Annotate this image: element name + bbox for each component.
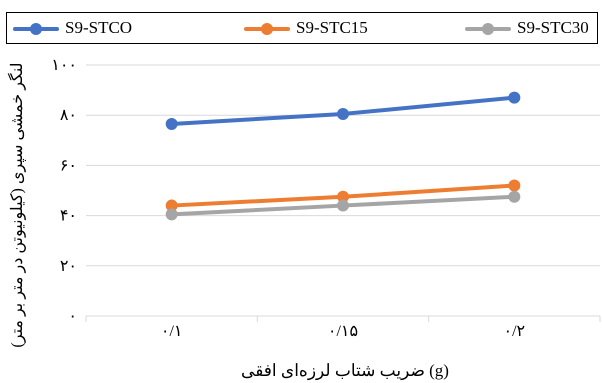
legend: S9-STCO S9-STC15 S9-STC30 bbox=[6, 12, 598, 44]
x-tick-label: ۰/۱۵ bbox=[328, 323, 358, 340]
legend-swatch-s9-stc30 bbox=[465, 13, 511, 43]
gridlines bbox=[86, 64, 600, 267]
y-tick-label: ۱۰۰ bbox=[51, 57, 77, 74]
legend-label-s9-stco: S9-STCO bbox=[65, 18, 133, 37]
legend-label-s9-stc15: S9-STC15 bbox=[296, 18, 368, 37]
data-point-s9-stc30 bbox=[165, 208, 178, 221]
y-tick-label: ۲۰ bbox=[60, 258, 77, 275]
data-point-s9-stc15 bbox=[165, 199, 178, 212]
data-point-s9-stc15 bbox=[337, 190, 349, 203]
y-axis-title: لنگر خمشی سپری (کیلونیوتن در متر بر متر) bbox=[9, 62, 26, 348]
y-tick-label: ۶۰ bbox=[60, 157, 77, 174]
series-group bbox=[165, 91, 521, 221]
x-tick-label: ۰/۲ bbox=[504, 323, 526, 340]
legend-item-s9-stc30: S9-STC30 bbox=[465, 13, 589, 43]
legend-swatch-s9-stco bbox=[13, 13, 59, 43]
x-tick-label: ۰/۱ bbox=[161, 323, 183, 340]
data-point-s9-stco bbox=[508, 91, 521, 104]
legend-item-s9-stco: S9-STCO bbox=[13, 13, 132, 43]
data-point-s9-stc30 bbox=[337, 199, 349, 212]
data-point-s9-stc30 bbox=[508, 190, 521, 203]
x-axis-title: ضریب شتاب لرزه‌ای افقی (g) bbox=[241, 361, 449, 380]
legend-item-s9-stc15: S9-STC15 bbox=[244, 13, 368, 43]
y-tick-label: ۴۰ bbox=[60, 208, 77, 225]
x-axis bbox=[85, 315, 601, 322]
y-tick-label: ۸۰ bbox=[60, 107, 77, 124]
x-axis-ticks: ۰/۱ ۰/۱۵ ۰/۲ bbox=[161, 323, 525, 340]
y-tick-label: ۰ bbox=[68, 308, 77, 325]
data-point-s9-stco bbox=[337, 107, 349, 120]
y-axis-ticks: ۰ ۲۰ ۴۰ ۶۰ ۸۰ ۱۰۰ bbox=[51, 57, 77, 325]
legend-swatch-s9-stc15 bbox=[244, 13, 290, 43]
data-point-s9-stc15 bbox=[508, 179, 521, 192]
legend-label-s9-stc30: S9-STC30 bbox=[517, 18, 589, 37]
data-point-s9-stco bbox=[165, 117, 178, 130]
